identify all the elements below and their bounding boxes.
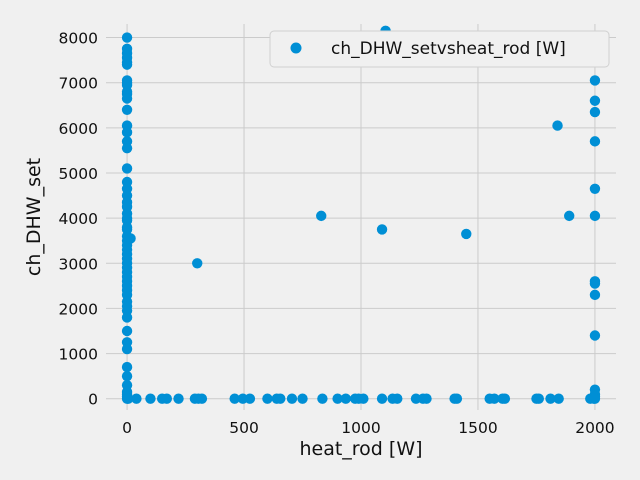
data-point [332,393,343,404]
x-tick-label: 0 [122,419,132,437]
data-point [451,393,463,404]
data-point [499,393,511,404]
data-point [131,393,142,404]
data-point [589,95,601,106]
y-axis-label: ch_DHW_set [23,158,45,276]
data-point [244,393,256,404]
data-point [161,393,173,404]
data-point [121,370,133,382]
y-tick-label: 1000 [59,346,98,364]
data-point [317,393,328,404]
y-tick-label: 5000 [59,165,98,183]
data-point [297,393,308,404]
data-point [553,393,564,404]
y-tick-label: 6000 [59,120,98,138]
data-point [589,393,601,404]
x-tick-label: 2000 [575,419,614,437]
legend-box [269,30,610,68]
data-point [121,312,133,323]
data-point [589,136,601,147]
data-point [316,210,327,222]
data-point [121,32,133,43]
data-point [121,142,133,154]
data-point [275,393,286,404]
y-tick-label: 8000 [59,30,98,48]
data-point [125,233,136,244]
y-tick-label: 0 [88,391,98,409]
data-point [589,183,601,194]
data-point [376,393,388,404]
data-point [421,393,432,404]
data-point [533,393,544,404]
data-point [173,393,184,404]
data-point [564,210,575,222]
data-point [121,93,133,104]
data-point [358,393,369,404]
data-point [589,75,601,86]
data-point [229,393,240,404]
data-point [121,127,133,138]
y-tick-label: 7000 [59,75,98,93]
scatter-points [121,25,601,404]
x-tick-label: 1000 [341,419,380,437]
data-point [262,393,273,404]
data-point [121,361,133,373]
x-axis-label: heat_rod [W] [299,438,422,460]
y-tick-label: 3000 [59,255,98,273]
y-tick-label: 2000 [59,300,98,318]
legend-marker [290,42,302,54]
y-tick-label: 4000 [59,210,98,228]
data-point [589,106,601,118]
data-point [589,289,601,301]
data-point [461,228,472,240]
data-point [121,343,133,355]
data-point [121,59,133,70]
data-point [589,210,601,222]
data-point [121,163,133,174]
data-point [145,393,156,404]
data-point [545,393,556,404]
data-point [589,278,601,289]
legend: ch_DHW_setvsheat_rod [W] [269,30,610,68]
data-point [392,393,403,404]
x-tick-labels: 0 500 1000 1500 2000 [122,419,615,437]
data-point [123,393,134,404]
data-point [121,325,133,337]
data-point [121,104,133,115]
data-point [196,393,208,404]
x-tick-label: 1500 [458,419,497,437]
x-tick-label: 500 [229,419,259,437]
data-point [376,224,388,235]
data-point [552,120,563,131]
data-point [286,393,298,404]
data-point [489,393,500,404]
legend-entry-label: ch_DHW_setvsheat_rod [W] [331,39,566,59]
data-point [589,330,601,341]
data-point [192,258,203,269]
data-point [340,393,351,404]
y-tick-labels: 0 1000 2000 3000 4000 5000 6000 7000 8000 [59,30,98,409]
